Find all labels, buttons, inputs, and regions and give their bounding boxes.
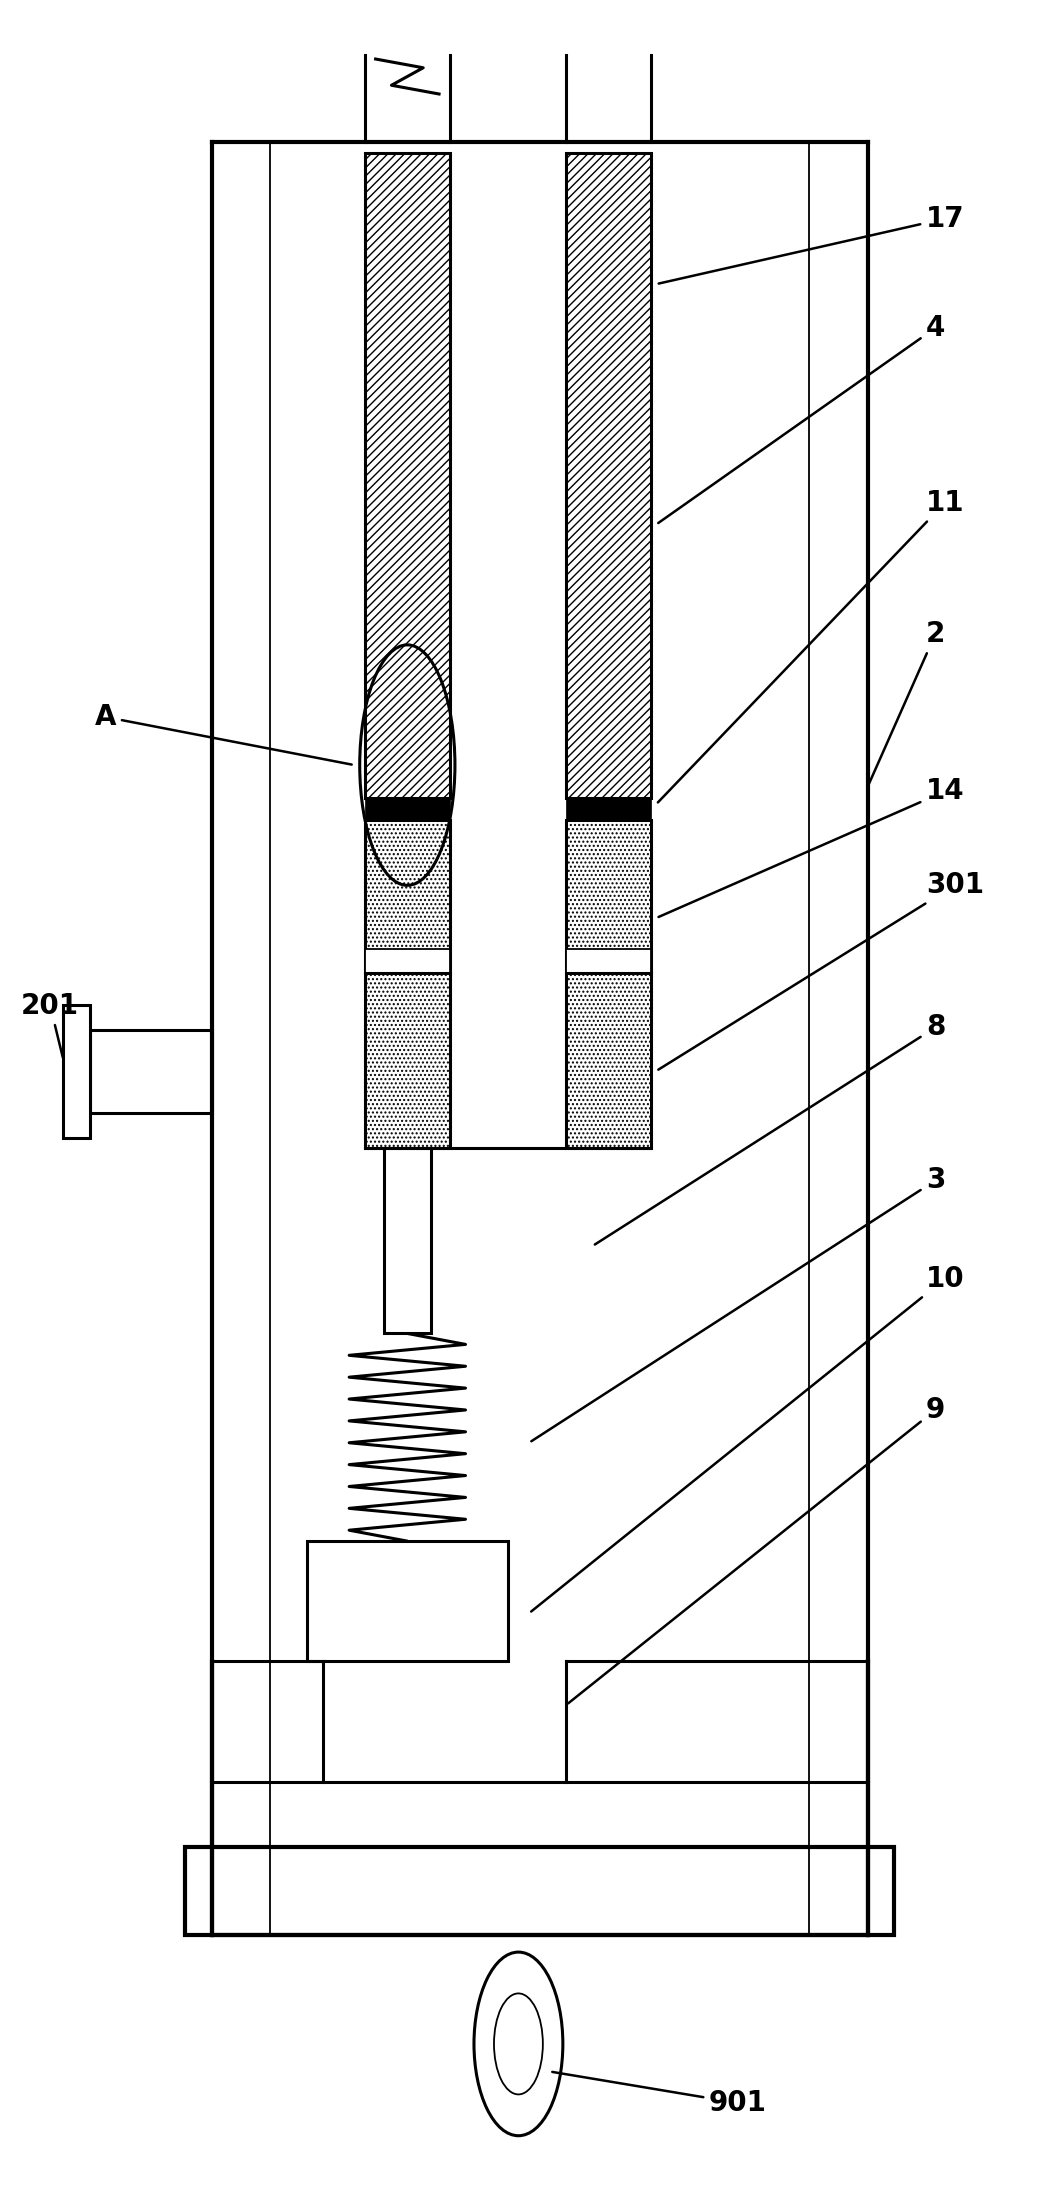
Bar: [90, 1030, 212, 1113]
Bar: [566, 798, 651, 820]
Bar: [63, 1006, 90, 1137]
Bar: [384, 1148, 431, 1333]
Text: 4: 4: [658, 315, 945, 522]
Bar: [365, 798, 450, 820]
Bar: [566, 949, 651, 975]
Bar: [566, 973, 651, 1148]
Text: 14: 14: [658, 778, 965, 916]
Bar: [566, 153, 651, 798]
Text: 9: 9: [568, 1397, 945, 1703]
Text: A: A: [95, 704, 351, 765]
Bar: [365, 973, 450, 1148]
Bar: [365, 949, 450, 975]
Bar: [307, 1541, 508, 1661]
Text: 3: 3: [531, 1167, 945, 1441]
Text: 2: 2: [869, 621, 945, 785]
Text: 11: 11: [658, 490, 964, 802]
Text: 201: 201: [21, 992, 79, 1058]
Text: 901: 901: [552, 2072, 767, 2116]
Text: 8: 8: [595, 1014, 945, 1244]
Bar: [365, 153, 450, 798]
Circle shape: [474, 1952, 563, 2136]
Text: 301: 301: [658, 872, 984, 1069]
Bar: [365, 820, 450, 973]
Circle shape: [494, 1994, 543, 2094]
Bar: [566, 820, 651, 973]
Text: 17: 17: [659, 205, 965, 284]
Text: 10: 10: [531, 1266, 965, 1611]
Bar: [185, 1847, 894, 1935]
